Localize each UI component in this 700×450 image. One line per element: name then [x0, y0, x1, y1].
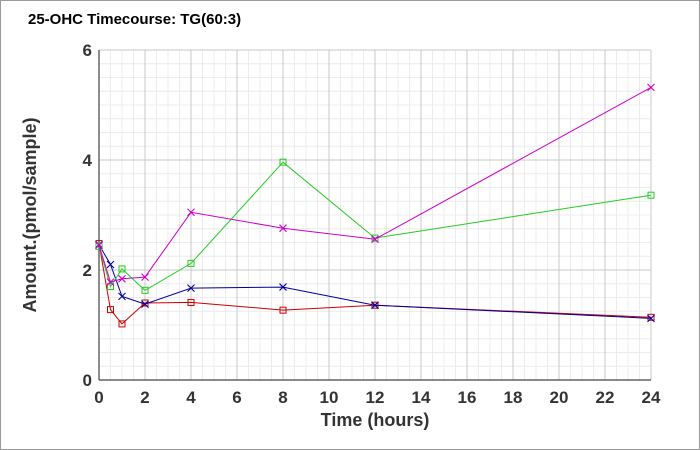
data-point-stroke: [118, 274, 126, 283]
x-tick-label: 24: [642, 388, 661, 407]
data-point: [279, 158, 287, 166]
data-point: [141, 273, 149, 282]
data-point: [118, 274, 126, 283]
x-axis-label: Time (hours): [321, 410, 430, 430]
x-tick-label: 14: [412, 388, 431, 407]
series-line: [98, 243, 652, 325]
data-point-stroke: [95, 241, 103, 250]
series-line: [98, 86, 652, 283]
x-tick-label: 20: [550, 388, 569, 407]
data-point-stroke: [371, 301, 379, 310]
data-point-stroke: [371, 235, 379, 244]
x-tick-label: 6: [232, 388, 241, 407]
x-tick-label: 8: [278, 388, 287, 407]
data-point-stroke: [118, 292, 126, 301]
series-line: [98, 244, 652, 319]
data-point-stroke: [106, 278, 115, 286]
data-point: [107, 283, 114, 290]
x-tick-label: 12: [366, 388, 385, 407]
y-tick-label: 4: [83, 151, 93, 170]
y-axis-label: Amount.(pmol/sample): [20, 117, 40, 312]
data-point: [371, 235, 379, 244]
data-point: [647, 191, 655, 199]
data-point: [95, 242, 103, 250]
series-layer: [95, 83, 655, 328]
y-tick-labels: 0 2 4 6: [83, 41, 93, 390]
x-tick-label: 10: [320, 388, 339, 407]
x-tick-label: 0: [94, 388, 103, 407]
data-point: [371, 301, 379, 310]
x-tick-label: 16: [458, 388, 477, 407]
data-point-stroke: [187, 208, 195, 217]
data-point-stroke: [647, 314, 655, 323]
data-point-stroke: [141, 273, 149, 282]
data-point-stroke: [141, 300, 149, 308]
data-point: [647, 313, 655, 321]
data-point: [187, 298, 195, 306]
data-point: [141, 300, 149, 308]
data-point: [106, 278, 115, 286]
data-point-stroke: [187, 284, 195, 293]
chart-title: 25-OHC Timecourse: TG(60:3): [28, 11, 241, 28]
x-tick-label: 22: [596, 388, 615, 407]
data-point: [106, 260, 115, 269]
series-4: [95, 83, 655, 286]
data-point-stroke: [279, 283, 287, 291]
data-point-stroke: [647, 83, 655, 92]
x-tick-label: 2: [140, 388, 149, 407]
x-tick-label: 4: [186, 388, 196, 407]
data-point: [187, 208, 195, 217]
data-point: [279, 224, 287, 233]
data-point-stroke: [279, 224, 287, 233]
data-point: [95, 241, 103, 250]
series-2: [95, 240, 655, 323]
data-point: [118, 265, 126, 273]
data-point: [187, 284, 195, 293]
y-tick-label: 0: [83, 371, 92, 390]
data-point: [279, 283, 287, 291]
data-point: [647, 314, 655, 323]
data-point: [107, 306, 114, 314]
data-point: [118, 292, 126, 301]
data-point: [647, 83, 655, 92]
x-tick-label: 18: [504, 388, 523, 407]
data-point: [141, 286, 149, 294]
axes: [98, 50, 651, 381]
y-tick-label: 6: [83, 41, 92, 60]
y-tick-label: 2: [83, 261, 92, 280]
data-point-stroke: [106, 260, 115, 269]
data-point: [279, 306, 287, 314]
data-point: [118, 320, 126, 328]
x-tick-labels: 0 2 4 6 8 10 12 14 16 18 20 22 24: [94, 388, 661, 407]
data-point: [187, 259, 195, 267]
